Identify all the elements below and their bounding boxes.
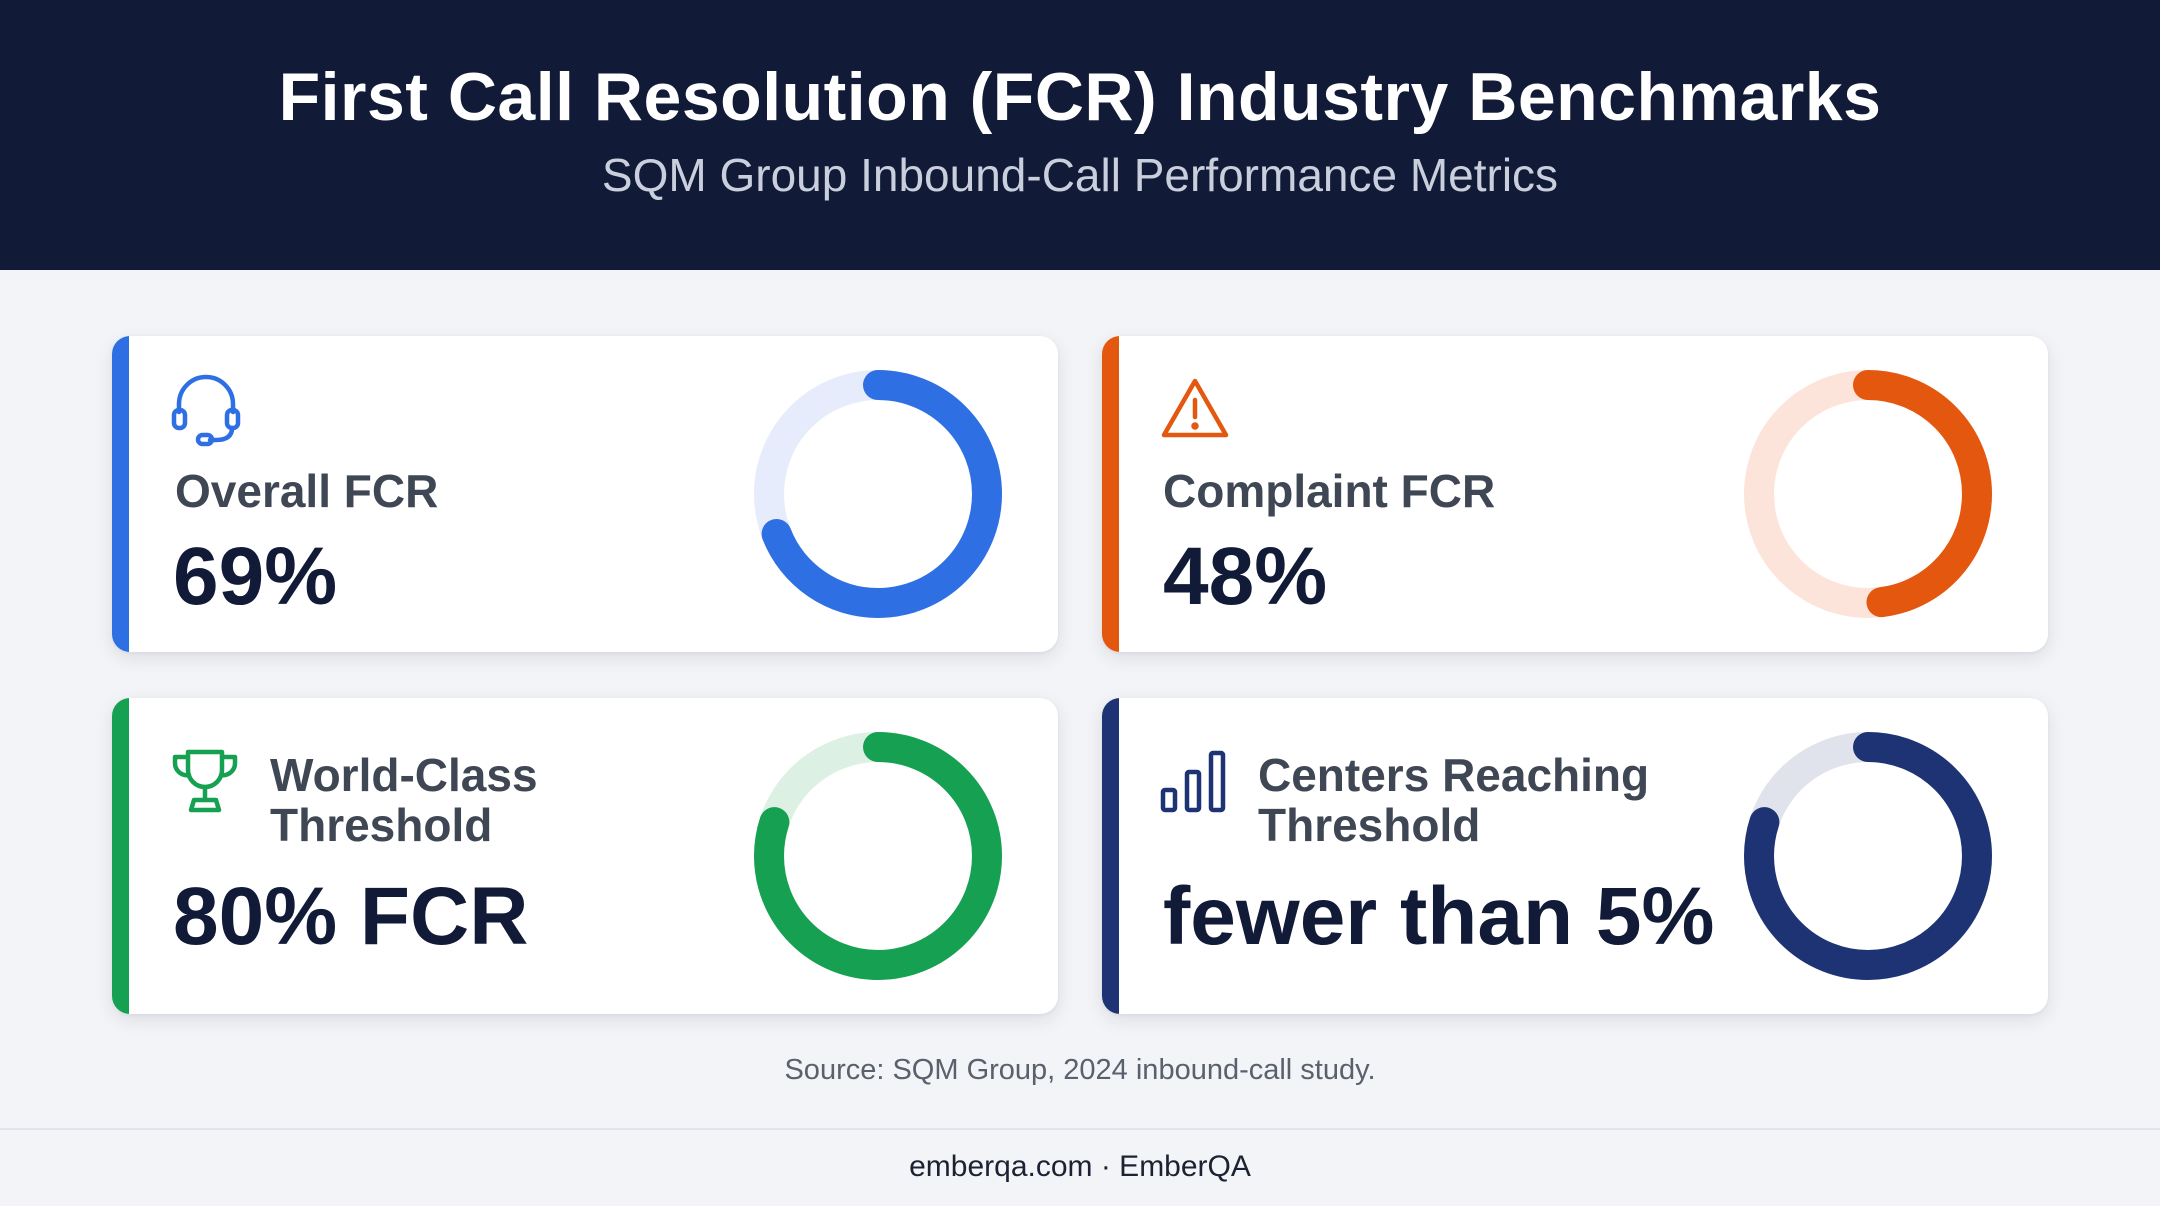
- card-accent-bar: [1102, 336, 1119, 652]
- card-value: fewer than 5%: [1163, 871, 1715, 962]
- card-value: 80% FCR: [173, 871, 529, 962]
- card-accent-bar: [112, 336, 129, 652]
- footer-text: emberqa.com · EmberQA: [909, 1150, 1251, 1183]
- card-complaint-fcr: Complaint FCR 48%: [1102, 336, 2048, 652]
- card-accent-bar: [1102, 698, 1119, 1014]
- card-accent-bar: [112, 698, 129, 1014]
- donut-arc-centers: [1744, 732, 1992, 980]
- donut-chart-centers: [1744, 732, 1992, 980]
- bar-chart-icon: [1158, 748, 1228, 821]
- headset-icon: [170, 372, 242, 453]
- card-label-line: Threshold: [270, 799, 493, 851]
- card-label: Complaint FCR: [1163, 465, 1496, 517]
- warning-triangle-icon: [1160, 376, 1230, 445]
- card-label-line: Centers Reaching: [1258, 749, 1650, 801]
- footer-divider: [0, 1128, 2160, 1130]
- page-title: First Call Resolution (FCR) Industry Ben…: [278, 59, 1882, 135]
- donut-arc-complaint: [1744, 370, 1992, 618]
- card-centers-reaching-threshold: Centers Reaching Threshold fewer than 5%: [1102, 698, 2048, 1014]
- card-label: Overall FCR: [175, 465, 439, 517]
- trophy-icon: [170, 748, 240, 821]
- card-label-line: World-Class: [270, 749, 538, 801]
- card-value: 48%: [1163, 531, 1328, 622]
- card-value: 69%: [173, 531, 338, 622]
- card-label: Centers Reaching Threshold: [1258, 750, 1649, 850]
- card-label: World-Class Threshold: [270, 750, 538, 850]
- donut-arc-overall: [754, 370, 1002, 618]
- source-note: Source: SQM Group, 2024 inbound-call stu…: [784, 1054, 1376, 1086]
- card-label-line: Threshold: [1258, 799, 1481, 851]
- donut-chart-overall: [754, 370, 1002, 618]
- page-subtitle: SQM Group Inbound-Call Performance Metri…: [601, 149, 1559, 201]
- card-world-class-threshold: World-Class Threshold 80% FCR: [112, 698, 1058, 1014]
- donut-chart-world-class: [754, 732, 1002, 980]
- donut-arc-world-class: [754, 732, 1002, 980]
- header-banner: First Call Resolution (FCR) Industry Ben…: [0, 0, 2160, 270]
- donut-chart-complaint: [1744, 370, 1992, 618]
- card-overall-fcr: Overall FCR 69%: [112, 336, 1058, 652]
